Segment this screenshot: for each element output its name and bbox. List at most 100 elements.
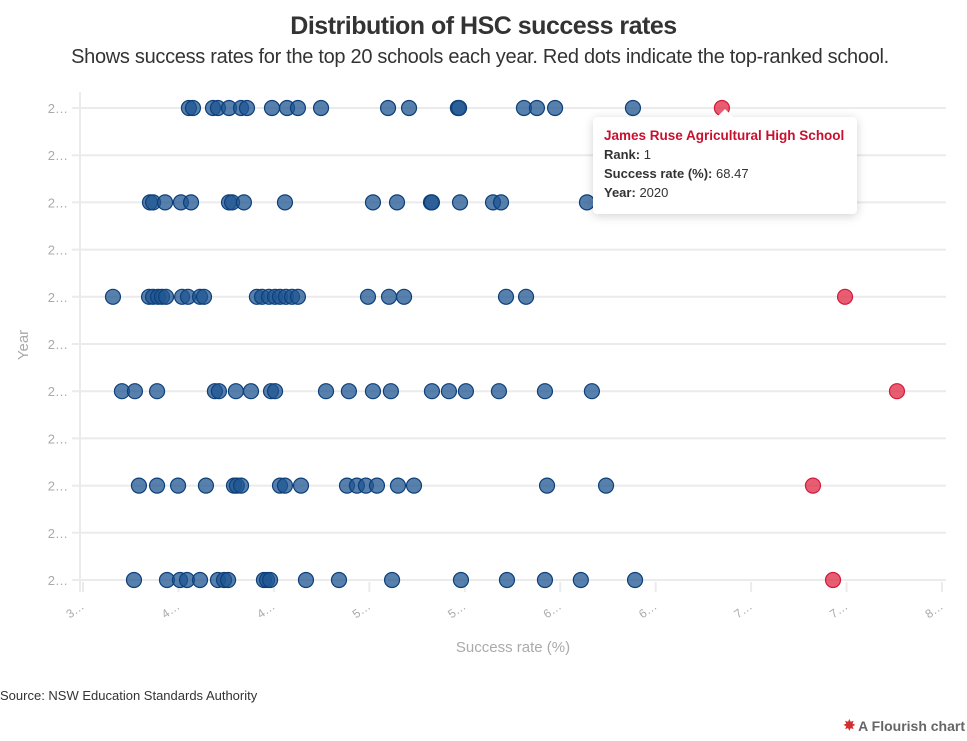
tooltip-rank-value: 1 [643, 147, 651, 162]
data-point[interactable] [597, 477, 615, 494]
data-point[interactable] [289, 99, 307, 117]
tooltip-school-name: James Ruse Agricultural High School [604, 128, 845, 143]
source-note: Source: NSW Education Standards Authorit… [0, 688, 258, 703]
data-point[interactable] [195, 288, 213, 305]
data-point[interactable] [498, 571, 516, 589]
chart-title: Distribution of HSC success rates [290, 12, 677, 40]
data-point[interactable] [276, 477, 294, 494]
data-point[interactable] [261, 571, 279, 589]
chart-subtitle: Shows success rates for the top 20 schoo… [71, 46, 889, 68]
data-point[interactable] [388, 194, 406, 211]
data-point[interactable] [440, 383, 458, 400]
data-point[interactable] [297, 571, 315, 589]
data-point[interactable] [276, 194, 294, 211]
y-tick-label: 2… [48, 479, 68, 494]
data-point[interactable] [312, 99, 330, 117]
data-point[interactable] [238, 99, 256, 117]
data-point[interactable] [450, 99, 468, 117]
data-point[interactable] [157, 288, 175, 305]
data-point[interactable] [457, 383, 475, 400]
data-point[interactable] [330, 571, 348, 589]
data-point[interactable] [546, 99, 564, 117]
data-point[interactable] [191, 571, 209, 589]
top-ranked-point[interactable] [836, 288, 854, 305]
data-point[interactable] [405, 477, 423, 494]
data-point[interactable] [219, 571, 237, 589]
y-tick-label: 2… [48, 526, 68, 541]
flourish-credit-link[interactable]: ✸ A Flourish chart [843, 717, 965, 734]
data-point[interactable] [583, 383, 601, 400]
data-point[interactable] [292, 477, 310, 494]
x-tick-label: 5… [445, 599, 468, 621]
top-ranked-point[interactable] [804, 477, 822, 494]
data-point[interactable] [395, 288, 413, 305]
y-tick-label: 2… [48, 573, 68, 588]
data-point[interactable] [383, 571, 401, 589]
x-tick-label: 7… [827, 599, 850, 621]
data-point[interactable] [423, 194, 441, 211]
data-point[interactable] [289, 288, 307, 305]
x-tick-label: 6… [541, 599, 564, 621]
data-point[interactable] [528, 99, 546, 117]
top-ranked-point[interactable] [824, 571, 842, 589]
data-point[interactable] [242, 383, 260, 400]
tooltip-rank-label: Rank: [604, 147, 641, 162]
data-point[interactable] [197, 477, 215, 494]
data-point[interactable] [148, 477, 166, 494]
data-point[interactable] [626, 571, 644, 589]
data-point[interactable] [497, 288, 515, 305]
data-point[interactable] [263, 99, 281, 117]
data-point[interactable] [184, 99, 202, 117]
x-tick-label: 4… [159, 599, 182, 621]
data-point[interactable] [400, 99, 418, 117]
data-point[interactable] [104, 288, 122, 305]
data-point[interactable] [125, 571, 143, 589]
data-point[interactable] [536, 383, 554, 400]
data-point[interactable] [382, 383, 400, 400]
data-point[interactable] [266, 383, 284, 400]
data-point[interactable] [317, 383, 335, 400]
data-point[interactable] [364, 194, 382, 211]
data-point[interactable] [368, 477, 386, 494]
data-point[interactable] [130, 477, 148, 494]
data-point[interactable] [538, 477, 556, 494]
y-axis: 2… 2… 2… 2… 2… 2… 2… 2… 2… 2… 2… [48, 101, 68, 588]
y-tick-label: 2… [48, 337, 68, 352]
x-tick-label: 5… [350, 599, 373, 621]
data-point[interactable] [359, 288, 377, 305]
x-tick-label: 7… [731, 599, 754, 621]
data-point[interactable] [452, 571, 470, 589]
data-point[interactable] [182, 194, 200, 211]
tooltip-year: Year: 2020 [604, 183, 846, 202]
data-point[interactable] [624, 99, 642, 117]
data-point[interactable] [169, 477, 187, 494]
data-point[interactable] [227, 383, 245, 400]
data-point[interactable] [235, 194, 253, 211]
point-tooltip: James Ruse Agricultural High School Rank… [593, 109, 857, 214]
data-point[interactable] [380, 288, 398, 305]
data-point[interactable] [126, 383, 144, 400]
data-point[interactable] [451, 194, 469, 211]
data-point[interactable] [389, 477, 407, 494]
data-point[interactable] [517, 288, 535, 305]
data-point[interactable] [379, 99, 397, 117]
data-point[interactable] [364, 383, 382, 400]
data-point[interactable] [340, 383, 358, 400]
data-point[interactable] [210, 383, 228, 400]
y-tick-label: 2… [48, 290, 68, 305]
data-point[interactable] [572, 571, 589, 589]
data-point[interactable] [156, 194, 174, 211]
top-ranked-point[interactable] [888, 383, 906, 400]
x-tick-label: 6… [636, 599, 659, 621]
data-point[interactable] [148, 383, 166, 400]
data-point[interactable] [492, 194, 510, 211]
data-point[interactable] [490, 383, 508, 400]
x-tick-label: 4… [254, 599, 277, 621]
y-tick-label: 2… [48, 101, 68, 116]
data-point[interactable] [232, 477, 250, 494]
data-point[interactable] [423, 383, 441, 400]
tooltip-year-value: 2020 [639, 185, 669, 200]
tooltip-success-rate: Success rate (%): 68.47 [604, 164, 846, 183]
data-point[interactable] [536, 571, 554, 589]
tooltip-year-label: Year: [604, 185, 636, 200]
